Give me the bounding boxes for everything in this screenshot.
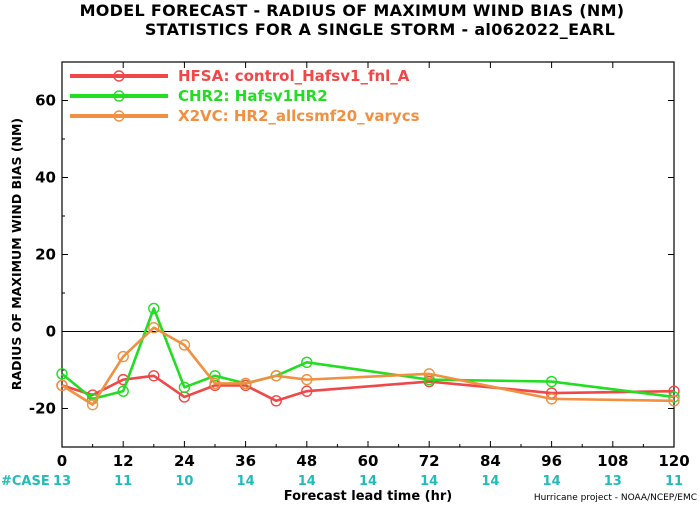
y-tick-label: -20 (29, 400, 56, 418)
x-tick-label: 120 (658, 452, 689, 470)
x-axis: 0 12 24 36 48 60 72 84 96 108 120 (57, 62, 690, 470)
case-count: 14 (543, 474, 561, 489)
data-point (239, 377, 252, 390)
case-counts: 13 11 10 14 14 14 14 14 14 13 11 (53, 474, 683, 489)
case-count: 14 (359, 474, 377, 489)
data-point (301, 356, 313, 368)
y-axis: -20 0 20 40 60 (29, 61, 674, 448)
data-point (209, 377, 221, 390)
legend-item: X2VC: HR2_allcsmf20_varycs (70, 107, 420, 125)
data-point (117, 350, 129, 363)
legend-label: X2VC: HR2_allcsmf20_varycs (178, 107, 420, 125)
case-count: 10 (175, 474, 193, 489)
data-point (117, 385, 129, 397)
x-tick-label: 60 (358, 452, 379, 470)
series-line (61, 374, 675, 403)
case-count: 14 (298, 474, 316, 489)
chart-subtitle: STATISTICS FOR A SINGLE STORM - al062022… (145, 20, 615, 39)
series-layer (56, 302, 680, 411)
case-count: 11 (114, 474, 132, 489)
x-axis-label: Forecast lead time (hr) (284, 489, 452, 504)
legend-item: HFSA: control_Hafsv1_fnl_A (70, 67, 410, 85)
case-count: 14 (237, 474, 255, 489)
x-tick-label: 0 (57, 452, 67, 470)
data-point (148, 321, 160, 334)
case-count: 13 (53, 474, 71, 489)
data-point (56, 379, 68, 392)
data-point (148, 370, 160, 382)
legend: HFSA: control_Hafsv1_fnl_A CHR2: Hafsv1HR… (70, 67, 420, 125)
data-point (86, 398, 99, 411)
legend-label: HFSA: control_Hafsv1_fnl_A (178, 67, 410, 85)
data-point (148, 302, 160, 315)
data-point (301, 373, 313, 386)
data-point (178, 381, 191, 394)
data-point (545, 375, 558, 388)
chart-title: MODEL FORECAST - RADIUS OF MAXIMUM WIND … (80, 1, 625, 20)
data-point (668, 395, 680, 407)
legend-marker (113, 70, 125, 82)
credit-text: Hurricane project - NOAA/NCEP/EMC (534, 493, 697, 503)
x-tick-label: 48 (296, 452, 317, 470)
data-point (270, 370, 282, 382)
x-tick-label: 96 (541, 452, 562, 470)
legend-marker (113, 90, 125, 102)
data-point (668, 391, 680, 403)
case-count: 13 (604, 474, 622, 489)
y-tick-label: 0 (46, 323, 56, 341)
x-tick-label: 84 (480, 452, 501, 470)
x-tick-label: 36 (235, 452, 256, 470)
y-tick-label: 40 (35, 169, 56, 187)
case-count: 14 (481, 474, 499, 489)
data-point (56, 368, 68, 380)
legend-marker (113, 110, 125, 122)
data-point (301, 385, 313, 397)
case-count: 14 (420, 474, 438, 489)
y-tick-label: 20 (35, 246, 56, 264)
y-axis-label: RADIUS OF MAXIMUM WIND BIAS (NM) (9, 118, 24, 390)
x-tick-label: 108 (597, 452, 628, 470)
series-3 (56, 321, 680, 411)
y-tick-label: 60 (35, 92, 56, 110)
series-2 (56, 302, 680, 405)
x-tick-label: 24 (174, 452, 195, 470)
case-count: 11 (665, 474, 683, 489)
x-tick-label: 12 (113, 452, 134, 470)
series-line (61, 326, 675, 406)
x-tick-label: 72 (419, 452, 440, 470)
legend-label: CHR2: Hafsv1HR2 (178, 87, 328, 105)
case-count-label: #CASE (1, 474, 50, 489)
legend-item: CHR2: Hafsv1HR2 (70, 87, 328, 105)
data-point (270, 395, 282, 407)
data-point (545, 393, 558, 405)
data-point (423, 368, 435, 380)
data-point (178, 339, 191, 351)
